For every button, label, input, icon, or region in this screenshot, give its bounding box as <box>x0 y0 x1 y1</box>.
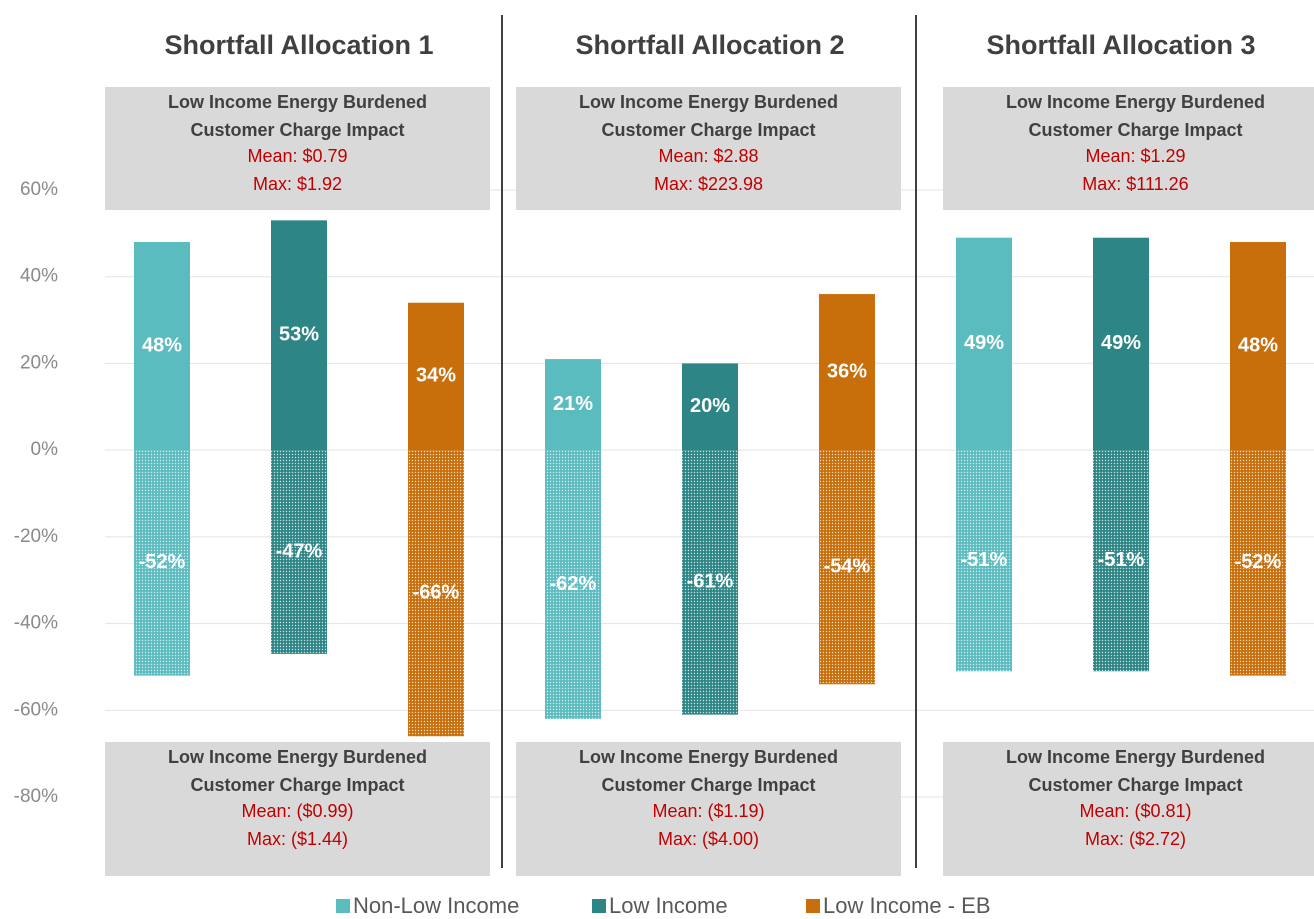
legend-swatch <box>336 899 350 913</box>
data-label: -66% <box>413 582 460 604</box>
info-box-mean: Mean: $2.88 <box>658 146 758 166</box>
bar-negative <box>956 450 1012 672</box>
info-box-heading: Customer Charge Impact <box>601 120 815 140</box>
data-label: 36% <box>827 360 867 382</box>
bar <box>1230 242 1286 451</box>
y-tick-label: -60% <box>14 699 58 720</box>
panel-title: Shortfall Allocation 1 <box>164 30 433 60</box>
data-label: 20% <box>690 395 730 417</box>
info-box-mean: Mean: ($0.99) <box>241 801 353 821</box>
data-label: 21% <box>553 393 593 415</box>
bar <box>956 237 1012 451</box>
info-box-max: Max: ($4.00) <box>658 829 759 849</box>
info-box-heading: Low Income Energy Burdened <box>579 92 838 112</box>
bar-negative <box>271 450 327 654</box>
y-tick-label: -80% <box>14 786 58 807</box>
bar-negative <box>1230 450 1286 676</box>
data-label: 48% <box>1238 334 1278 356</box>
info-box-heading: Customer Charge Impact <box>601 775 815 795</box>
bar <box>271 220 327 451</box>
info-box <box>105 87 490 210</box>
info-box-max: Max: $111.26 <box>1082 174 1188 194</box>
bar <box>819 294 875 451</box>
data-label: -51% <box>961 549 1008 571</box>
data-label: -52% <box>139 551 186 573</box>
data-label: -61% <box>687 571 734 593</box>
y-tick-label: 0% <box>31 439 59 460</box>
bar <box>408 302 464 451</box>
y-tick-label: 20% <box>20 352 58 373</box>
legend-swatch <box>806 899 820 913</box>
data-label: -62% <box>550 573 597 595</box>
bar-negative <box>819 450 875 685</box>
info-box-mean: Mean: $0.79 <box>247 146 347 166</box>
data-label: -52% <box>1235 551 1282 573</box>
info-box-mean: Mean: ($0.81) <box>1079 801 1191 821</box>
legend-label: Low Income - EB <box>823 893 991 918</box>
bar <box>134 242 190 451</box>
info-box-heading: Customer Charge Impact <box>190 120 404 140</box>
info-box-max: Max: ($2.72) <box>1085 829 1186 849</box>
panel-title: Shortfall Allocation 3 <box>986 30 1255 60</box>
info-box <box>943 87 1314 210</box>
bar <box>545 359 601 451</box>
bar-negative <box>1093 450 1149 672</box>
info-box <box>516 742 901 876</box>
info-box-heading: Low Income Energy Burdened <box>1006 92 1265 112</box>
bar-negative <box>545 450 601 719</box>
legend-label: Low Income <box>609 893 728 918</box>
data-label: 48% <box>142 334 182 356</box>
info-box-heading: Low Income Energy Burdened <box>168 747 427 767</box>
info-box <box>105 742 490 876</box>
bar <box>1093 237 1149 451</box>
y-tick-label: -40% <box>14 613 58 634</box>
info-box <box>516 87 901 210</box>
data-label: 34% <box>416 365 456 387</box>
y-tick-label: 60% <box>20 179 58 200</box>
info-box <box>943 742 1314 876</box>
info-box-heading: Low Income Energy Burdened <box>579 747 838 767</box>
y-tick-label: 40% <box>20 266 58 287</box>
y-tick-label: -20% <box>14 526 58 547</box>
data-label: 49% <box>964 332 1004 354</box>
data-label: 53% <box>279 324 319 346</box>
info-box-mean: Mean: ($1.19) <box>652 801 764 821</box>
info-box-heading: Customer Charge Impact <box>1028 120 1242 140</box>
data-label: -47% <box>276 540 323 562</box>
data-label: -51% <box>1098 549 1145 571</box>
bar-negative <box>408 450 464 737</box>
panel-title: Shortfall Allocation 2 <box>575 30 844 60</box>
info-box-heading: Low Income Energy Burdened <box>168 92 427 112</box>
bar-negative <box>682 450 738 715</box>
info-box-heading: Low Income Energy Burdened <box>1006 747 1265 767</box>
info-box-heading: Customer Charge Impact <box>1028 775 1242 795</box>
info-box-max: Max: ($1.44) <box>247 829 348 849</box>
info-box-mean: Mean: $1.29 <box>1085 146 1185 166</box>
bar <box>682 363 738 451</box>
info-box-max: Max: $223.98 <box>654 174 763 194</box>
info-box-max: Max: $1.92 <box>253 174 342 194</box>
data-label: 49% <box>1101 332 1141 354</box>
legend-label: Non-Low Income <box>353 893 519 918</box>
legend-swatch <box>592 899 606 913</box>
info-box-heading: Customer Charge Impact <box>190 775 404 795</box>
bar-negative <box>134 450 190 676</box>
data-label: -54% <box>824 555 871 577</box>
